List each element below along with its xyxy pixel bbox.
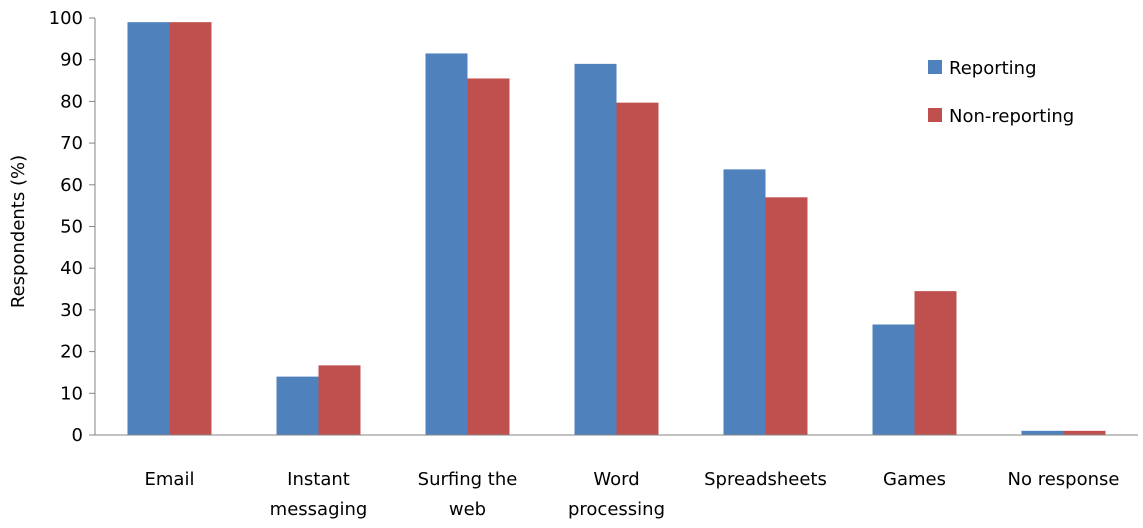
bar-non-reporting [467,78,510,435]
bar-non-reporting [765,197,808,435]
y-axis-title-group: Respondents (%) [8,155,29,308]
bar-non-reporting [169,22,212,435]
x-category-label: Spreadsheets [704,469,827,490]
y-tick-label: 0 [72,425,83,446]
y-tick-label: 20 [60,342,83,363]
y-tick-label: 10 [60,383,83,404]
y-tick-label: 50 [60,217,83,238]
x-axis-category-labels: Email Instant messaging Surfing the web Word p… [145,469,1120,520]
bar-non-reporting [914,291,957,435]
x-category-label: Email [145,469,195,490]
bar-non-reporting [1063,430,1106,435]
bar-reporting [723,169,766,435]
bar-reporting [574,63,617,436]
y-tick-label: 100 [49,8,83,29]
bar-non-reporting [616,102,659,435]
bars [127,22,1106,436]
legend-label: Reporting [949,58,1037,79]
x-category-label: Word [593,469,639,490]
x-category-label: web [449,499,486,520]
y-tick-label: 90 [60,50,83,71]
y-axis-title: Respondents (%) [8,155,29,308]
y-tick-label: 60 [60,175,83,196]
bar-reporting [872,324,915,435]
x-category-label: processing [568,499,665,520]
x-category-label: No response [1008,469,1120,490]
y-tick-label: 30 [60,300,83,321]
y-tick-label: 80 [60,91,83,112]
legend-swatch [928,108,942,122]
y-axis-ticks: 0 10 20 30 40 50 60 70 80 90 100 [49,8,95,446]
y-tick-label: 70 [60,133,83,154]
x-category-label: Instant [287,469,350,490]
bar-reporting [127,22,170,435]
bar-reporting [1021,430,1064,435]
bar-reporting [276,376,319,435]
legend: Reporting Non-reporting [928,58,1074,127]
y-tick-label: 40 [60,258,83,279]
bar-reporting [425,53,468,435]
bar-non-reporting [318,365,361,435]
x-category-label: Surfing the [418,469,518,490]
legend-swatch [928,60,942,74]
x-category-label: messaging [270,499,368,520]
x-category-label: Games [883,469,946,490]
legend-label: Non-reporting [949,106,1074,127]
